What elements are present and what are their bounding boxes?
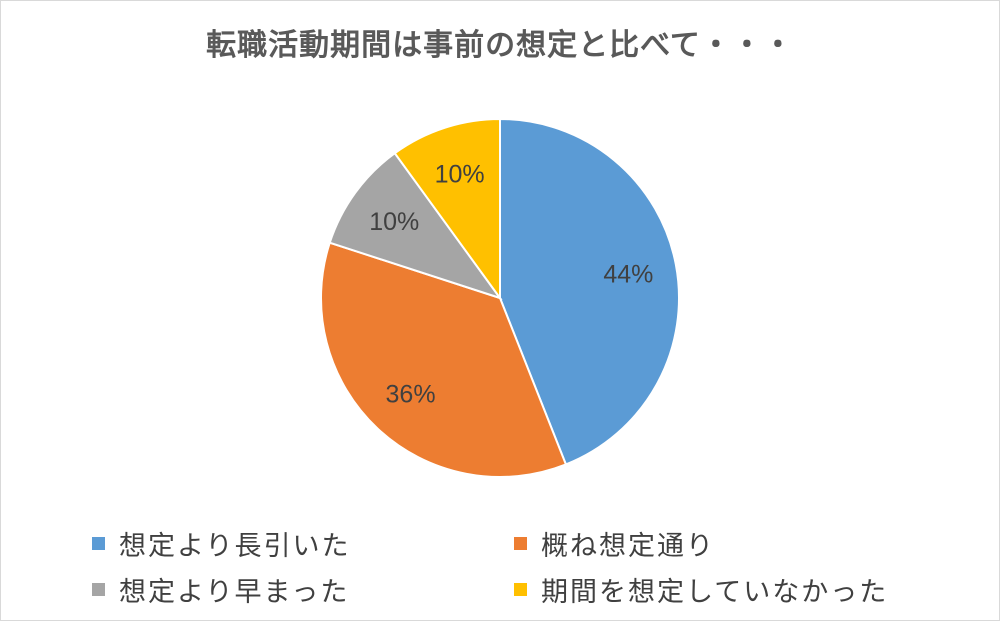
- legend-item-shorter: 想定より早まった: [92, 570, 349, 609]
- legend-swatch-not-expected: [514, 583, 527, 596]
- legend-swatch-longer: [92, 537, 105, 550]
- legend-label-longer: 想定より長引いた: [119, 531, 351, 562]
- legend-item-as-expected: 概ね想定通り: [514, 524, 715, 563]
- legend-label-shorter: 想定より早まった: [119, 577, 350, 608]
- pie-slice-as-expected: [320, 241, 568, 478]
- chart-title: 転職活動期間は事前の想定と比べて・・・: [206, 28, 794, 63]
- legend-swatch-as-expected: [514, 537, 527, 550]
- data-label-not-expected: 10%: [435, 161, 485, 189]
- legend-label-not-expected: 期間を想定していなかった: [541, 577, 889, 608]
- legend-item-longer: 想定より長引いた: [92, 524, 350, 563]
- data-label-as-expected: 36%: [386, 380, 436, 408]
- legend-label-as-expected: 概ね想定通り: [541, 531, 715, 562]
- pie-slice-not-expected: [393, 117, 501, 302]
- pie-slice-shorter: [328, 151, 503, 300]
- data-label-shorter: 10%: [369, 208, 419, 236]
- legend-swatch-shorter: [92, 583, 105, 596]
- legend-item-not-expected: 期間を想定していなかった: [514, 570, 888, 609]
- pie-slices: [320, 117, 680, 478]
- pie-data-labels: 44% 36% 10% 10%: [369, 161, 653, 409]
- pie-slice-longer: [499, 117, 680, 466]
- data-label-longer: 44%: [603, 261, 653, 289]
